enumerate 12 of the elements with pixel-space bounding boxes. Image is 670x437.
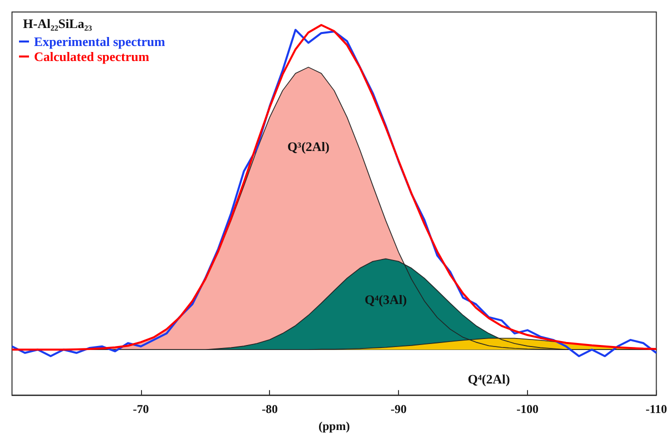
x-tick-label: -110: [646, 402, 668, 416]
x-tick-label: -90: [390, 402, 407, 416]
legend-label: Experimental spectrum: [34, 34, 166, 49]
series-label: Q⁴(2Al): [468, 371, 510, 386]
series-label: Q⁴(3Al): [364, 292, 407, 308]
x-tick-label: -70: [132, 402, 149, 416]
x-tick-label: -80: [262, 402, 278, 416]
x-axis-title: (ppm): [318, 419, 350, 433]
chart-title: H-Al₂₂SiLa₂₃: [23, 16, 92, 31]
series-label: Q³(2Al): [287, 138, 330, 154]
legend-label: Calculated spectrum: [34, 49, 150, 64]
x-tick-label: -100: [516, 402, 538, 416]
